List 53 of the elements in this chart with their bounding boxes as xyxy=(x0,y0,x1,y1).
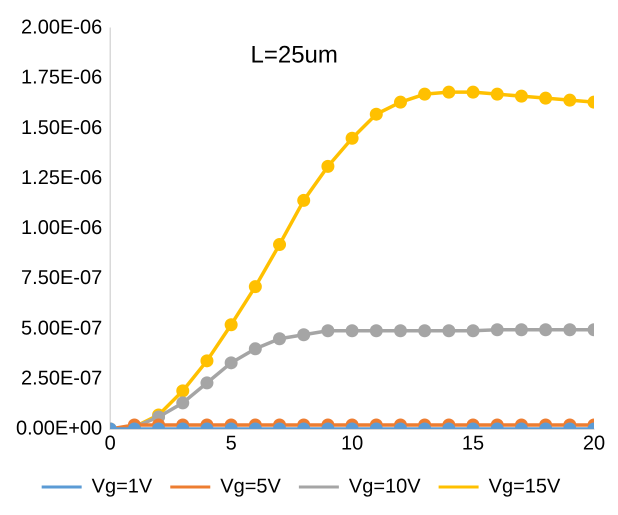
annotation: L=25um xyxy=(250,42,338,69)
legend-label: Vg=10V xyxy=(348,476,422,498)
x-tick-label: 15 xyxy=(462,432,484,455)
point xyxy=(490,88,504,101)
point xyxy=(273,238,286,252)
point xyxy=(370,324,383,338)
point xyxy=(514,90,528,103)
point xyxy=(466,86,480,99)
point xyxy=(176,384,190,398)
point xyxy=(200,376,214,390)
point xyxy=(273,332,286,346)
y-tick-label: 7.50E-07 xyxy=(21,267,102,290)
point xyxy=(563,94,576,107)
point xyxy=(248,280,262,294)
point xyxy=(224,318,238,332)
x-tick-label: 20 xyxy=(582,432,606,455)
point xyxy=(297,328,310,342)
point xyxy=(394,324,407,338)
y-tick-label: 5.00E-07 xyxy=(21,317,102,340)
point xyxy=(176,396,190,410)
point xyxy=(418,324,432,338)
point xyxy=(539,92,552,105)
x-tick-label: 10 xyxy=(340,432,364,455)
point xyxy=(539,323,552,336)
point xyxy=(200,354,214,368)
y-tick-label: 0.00E+00 xyxy=(16,418,102,440)
point xyxy=(346,132,359,145)
y-tick-label: 1.00E-06 xyxy=(21,217,102,240)
y-tick-label: 1.50E-06 xyxy=(21,116,102,139)
point xyxy=(370,108,383,121)
legend-label: Vg=5V xyxy=(220,476,282,498)
point xyxy=(224,356,238,370)
point xyxy=(514,323,528,336)
x-tick-label: 0 xyxy=(104,432,116,455)
legend-label: Vg=1V xyxy=(92,476,153,498)
x-tick-label: 5 xyxy=(226,432,237,455)
point xyxy=(321,324,334,338)
point xyxy=(442,86,456,99)
y-tick-label: 2.00E-06 xyxy=(21,16,102,39)
point xyxy=(297,194,310,207)
point xyxy=(563,323,576,336)
y-tick-label: 1.25E-06 xyxy=(21,166,102,189)
point xyxy=(394,96,407,109)
point xyxy=(321,160,334,173)
point xyxy=(490,323,504,336)
point xyxy=(248,342,262,356)
y-tick-label: 1.75E-06 xyxy=(21,66,102,89)
point xyxy=(418,88,432,101)
point xyxy=(442,324,456,338)
point xyxy=(346,324,359,338)
point xyxy=(466,324,480,338)
y-tick-label: 2.50E-07 xyxy=(21,367,102,390)
legend-label: Vg=15V xyxy=(488,476,561,498)
